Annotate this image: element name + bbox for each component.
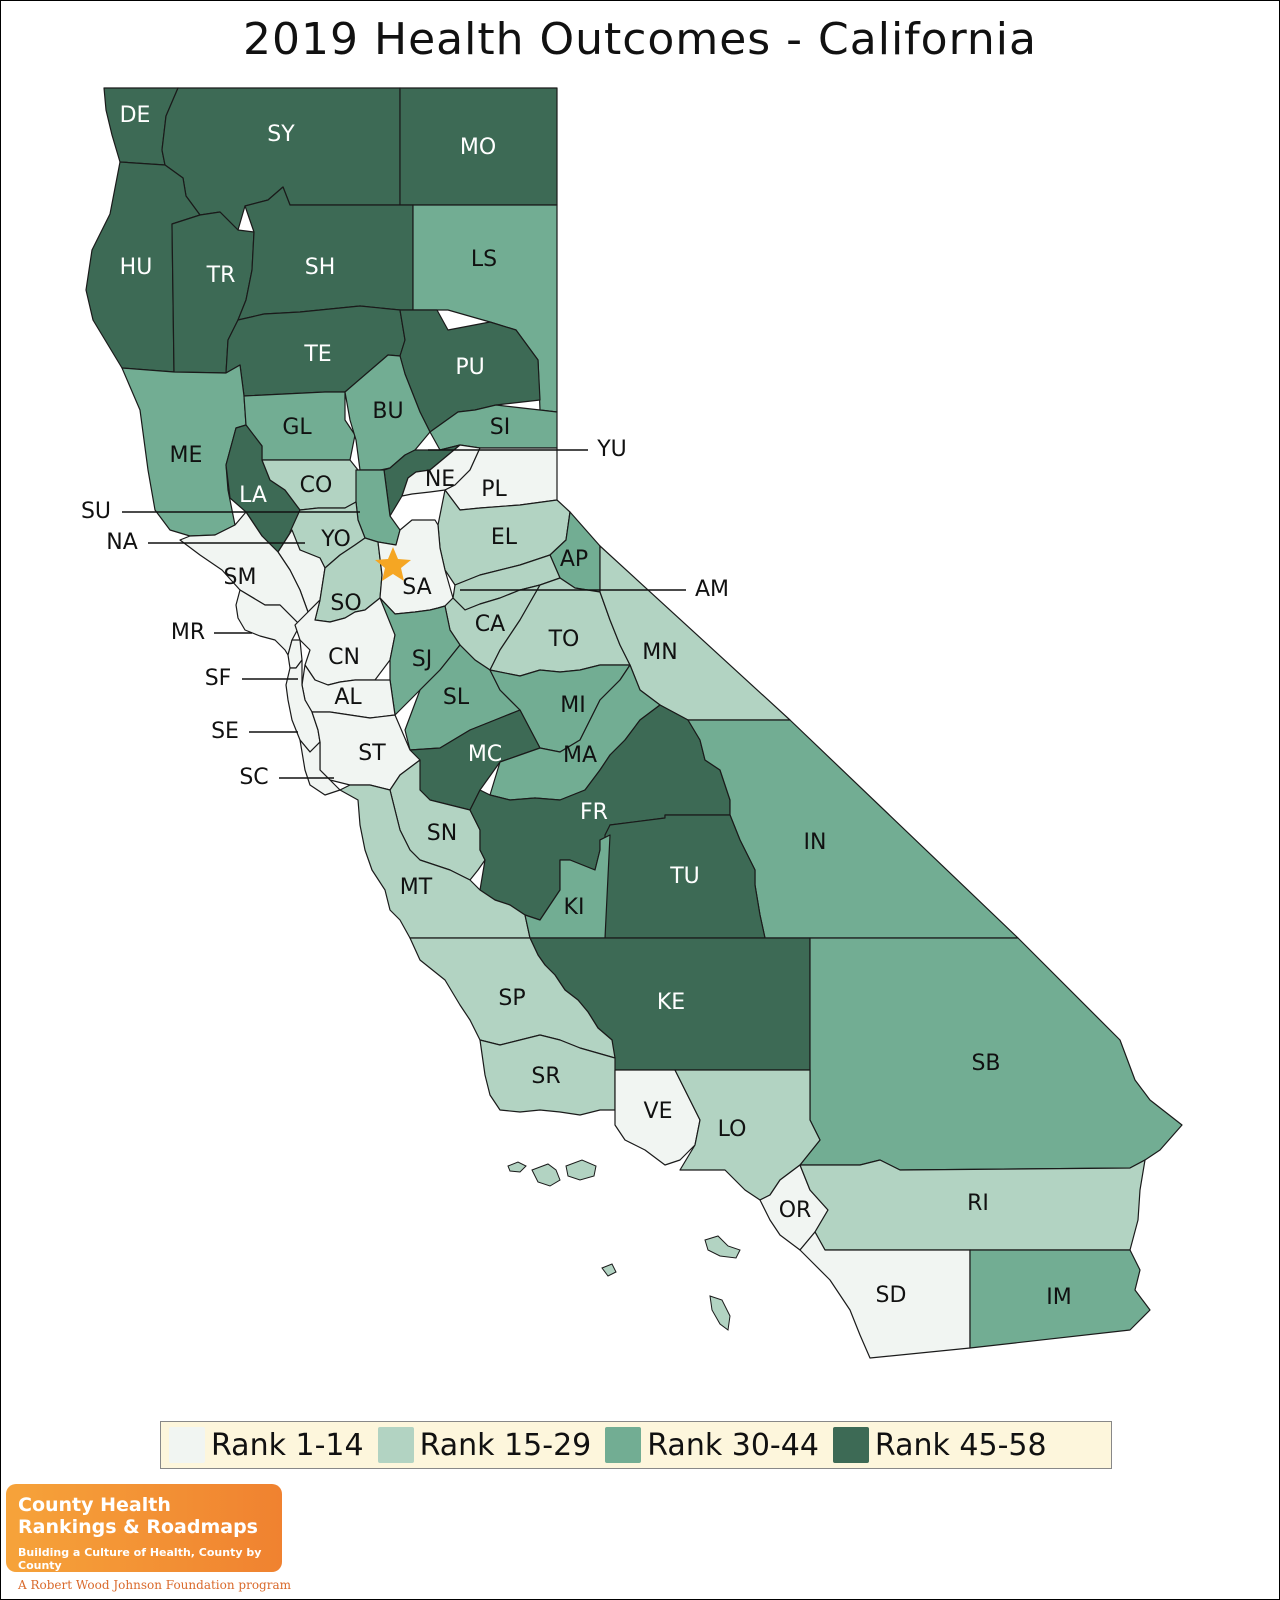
county-label-mi: MI: [560, 693, 585, 718]
county-label-or: OR: [779, 1198, 812, 1223]
county-label-mr: MR: [171, 620, 205, 645]
legend-label: Rank 15-29: [419, 1427, 592, 1463]
county-label-ma: MA: [563, 743, 597, 768]
county-label-sh: SH: [305, 255, 336, 280]
county-label-sm: SM: [224, 565, 257, 590]
county-label-al: AL: [334, 685, 362, 710]
county-label-tu: TU: [669, 864, 700, 889]
county-label-su: SU: [81, 499, 111, 524]
county-me: [121, 364, 247, 537]
channel-island: [709, 1295, 731, 1331]
county-label-te: TE: [303, 342, 331, 367]
county-label-si: SI: [490, 415, 510, 440]
county-label-sc: SC: [239, 765, 268, 790]
logo-tagline: Building a Culture of Health, County by …: [18, 1546, 262, 1572]
county-lo: [674, 1069, 821, 1201]
logo-line-1: County Health: [18, 1494, 171, 1516]
county-label-ca: CA: [475, 612, 505, 637]
legend-label: Rank 1-14: [211, 1427, 364, 1463]
county-label-sy: SY: [267, 122, 295, 147]
county-label-co: CO: [300, 473, 333, 498]
county-label-gl: GL: [282, 415, 312, 440]
county-sr: [479, 1034, 616, 1116]
county-label-me: ME: [170, 443, 203, 468]
county-label-sr: SR: [531, 1064, 560, 1089]
county-label-sn: SN: [427, 821, 457, 846]
county-label-pl: PL: [481, 477, 507, 502]
county-label-hu: HU: [120, 255, 153, 280]
state-capital-star-icon: [375, 547, 411, 581]
county-mt: [339, 784, 531, 939]
county-label-ki: KI: [564, 895, 585, 920]
county-label-ap: AP: [560, 547, 588, 572]
legend-swatch-tier-3: [605, 1427, 642, 1463]
county-ki: [524, 834, 611, 939]
county-label-sj: SJ: [412, 647, 432, 672]
legend: Rank 1-14 Rank 15-29 Rank 30-44 Rank 45-…: [160, 1421, 1112, 1469]
county-label-yo: YO: [320, 527, 351, 552]
county-label-in: IN: [804, 830, 827, 855]
chr-logo: County Health Rankings & Roadmaps Buildi…: [6, 1484, 282, 1572]
county-sh: [237, 186, 414, 321]
county-label-ri: RI: [967, 1191, 989, 1216]
county-label-ne: NE: [425, 467, 455, 492]
county-label-mc: MC: [468, 742, 502, 767]
county-ri: [799, 1159, 1146, 1251]
legend-swatch-tier-2: [377, 1427, 414, 1463]
legend-item-rank-1-14: Rank 1-14: [169, 1427, 364, 1463]
county-label-de: DE: [120, 103, 151, 128]
county-label-mn: MN: [642, 640, 677, 665]
legend-item-rank-15-29: Rank 15-29: [377, 1427, 592, 1463]
legend-item-rank-45-58: Rank 45-58: [832, 1427, 1047, 1463]
county-label-lo: LO: [718, 1117, 747, 1142]
channel-island: [704, 1235, 741, 1259]
county-label-sd: SD: [876, 1283, 907, 1308]
legend-swatch-tier-1: [169, 1427, 205, 1463]
county-label-mo: MO: [460, 135, 496, 160]
channel-island: [531, 1163, 561, 1187]
county-label-ve: VE: [644, 1099, 673, 1124]
county-sm: [179, 511, 309, 626]
county-label-se: SE: [211, 719, 239, 744]
county-label-la: LA: [239, 483, 267, 508]
county-label-ls: LS: [471, 247, 497, 272]
county-label-mt: MT: [400, 875, 433, 900]
county-label-yu: YU: [596, 437, 627, 462]
logo-subtitle: A Robert Wood Johnson Foundation program: [18, 1578, 291, 1592]
channel-island: [601, 1263, 617, 1277]
county-label-sl: SL: [443, 685, 470, 710]
county-label-cn: CN: [328, 645, 360, 670]
logo-line-2: Rankings & Roadmaps: [18, 1516, 258, 1538]
county-label-sb: SB: [971, 1051, 1000, 1076]
county-sd: [799, 1231, 971, 1359]
county-label-bu: BU: [372, 399, 403, 424]
channel-island: [507, 1161, 527, 1173]
county-label-sp: SP: [498, 986, 525, 1011]
county-label-im: IM: [1046, 1285, 1071, 1310]
legend-swatch-tier-4: [832, 1427, 869, 1463]
county-label-sf: SF: [205, 666, 232, 691]
legend-item-rank-30-44: Rank 30-44: [605, 1427, 819, 1463]
county-label-am: AM: [695, 577, 729, 602]
county-label-na: NA: [106, 530, 138, 555]
channel-island: [565, 1159, 597, 1181]
map-title: 2019 Health Outcomes - California: [243, 14, 1037, 65]
county-label-so: SO: [330, 591, 361, 616]
county-label-fr: FR: [580, 800, 608, 825]
county-label-pu: PU: [455, 355, 484, 380]
county-label-to: TO: [548, 627, 580, 652]
county-label-tr: TR: [206, 263, 236, 288]
county-im: [969, 1249, 1151, 1349]
county-label-st: ST: [358, 741, 386, 766]
legend-label: Rank 30-44: [647, 1427, 819, 1463]
county-label-el: EL: [491, 525, 518, 550]
legend-label: Rank 45-58: [874, 1427, 1047, 1463]
county-tu: [604, 814, 766, 939]
county-label-sa: SA: [402, 575, 431, 600]
county-label-ke: KE: [657, 990, 685, 1015]
